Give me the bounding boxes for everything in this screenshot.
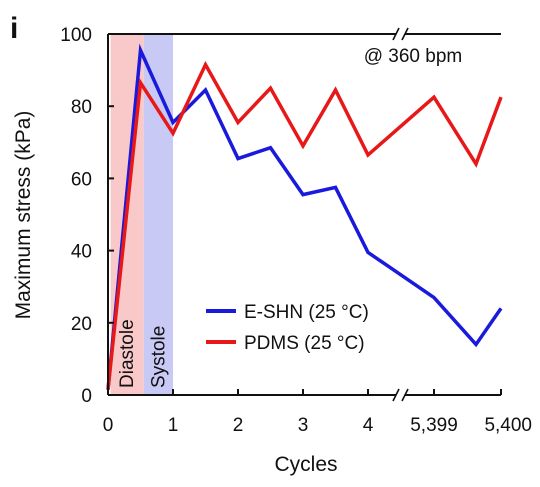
region-labels: Diastole Systole bbox=[117, 319, 169, 388]
y-tick-label: 100 bbox=[60, 25, 92, 46]
y-tick-label: 40 bbox=[71, 242, 92, 263]
region-label-systole: Systole bbox=[148, 326, 169, 388]
series-lines bbox=[106, 43, 503, 390]
x-tick-label: 0 bbox=[103, 415, 114, 436]
legend-label-eshn: E-SHN (25 °C) bbox=[244, 302, 369, 323]
y-axis-title: Maximum stress (kPa) bbox=[12, 111, 35, 320]
y-tick-label: 60 bbox=[71, 169, 92, 190]
series-line-eshn bbox=[106, 43, 503, 390]
x-tick-label: 5,399 bbox=[410, 415, 458, 436]
region-label-diastole: Diastole bbox=[117, 319, 138, 388]
y-ticks: 0 20 40 60 80 100 bbox=[60, 25, 114, 407]
legend-label-pdms: PDMS (25 °C) bbox=[244, 333, 365, 354]
x-tick-label: 5,400 bbox=[484, 415, 532, 436]
x-ticks: 0 1 2 3 4 5,399 5,400 bbox=[103, 389, 532, 436]
x-tick-label: 2 bbox=[233, 415, 244, 436]
panel-label: i bbox=[10, 12, 18, 45]
legend: E-SHN (25 °C) PDMS (25 °C) bbox=[206, 302, 369, 354]
x-tick-label: 1 bbox=[168, 415, 179, 436]
x-axis-title: Cycles bbox=[274, 453, 337, 476]
axis-break-mark-bottom bbox=[392, 388, 409, 402]
x-tick-label: 4 bbox=[363, 415, 374, 436]
rate-annotation: @ 360 bpm bbox=[364, 46, 463, 67]
axis-break-mark-top bbox=[392, 27, 409, 41]
series-line-pdms bbox=[106, 60, 503, 390]
y-tick-label: 20 bbox=[71, 314, 92, 335]
y-tick-label: 0 bbox=[81, 386, 92, 407]
y-tick-label: 80 bbox=[71, 97, 92, 118]
x-tick-label: 3 bbox=[298, 415, 309, 436]
